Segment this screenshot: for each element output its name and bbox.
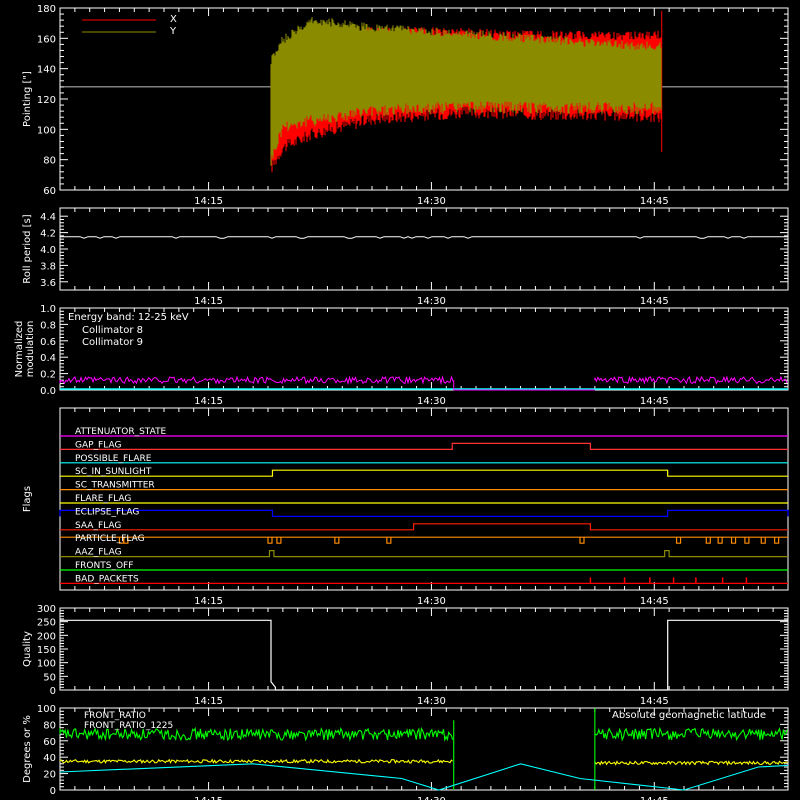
flag-label: BAD_PACKETS xyxy=(75,574,139,584)
y-tick-label: 100 xyxy=(37,704,56,715)
x-tick-label: 14:30 xyxy=(417,696,446,707)
x-tick-label: 14:15 xyxy=(194,696,223,707)
energy-band-label: Energy band: 12-25 keV xyxy=(68,312,189,323)
flag-label: GAP_FLAG xyxy=(75,440,121,450)
quality-line xyxy=(60,619,788,691)
legend-label: Y xyxy=(169,26,177,37)
x-tick-label: 14:45 xyxy=(640,696,669,707)
y-tick-label: 40 xyxy=(43,753,56,764)
flag-label: SAA_FLAG xyxy=(75,521,121,531)
flag-particle_flag-line xyxy=(60,536,788,544)
y-tick-label: 150 xyxy=(37,645,56,656)
legend-label: Absolute geomagnetic latitude xyxy=(612,710,766,721)
y-tick-label: 20 xyxy=(43,770,56,781)
y-tick-label: 120 xyxy=(37,95,56,106)
flag-label: POSSIBLE_FLARE xyxy=(75,454,152,464)
y-axis-label: Roll period [s] xyxy=(22,214,33,283)
flag-label: FLARE_FLAG xyxy=(75,494,131,504)
y-tick-label: 140 xyxy=(37,65,56,76)
ratio-series-2 xyxy=(59,763,789,791)
x-tick-label: 14:45 xyxy=(640,796,669,800)
panel-quality: 14:1514:3014:4515:0015:1515:30Quality050… xyxy=(22,604,789,707)
panel-frame xyxy=(59,407,789,591)
flag-aaz_flag-line xyxy=(60,550,788,558)
legend-label: FRONT_RATIO xyxy=(84,711,146,721)
panel-frame xyxy=(59,707,789,791)
legend-label: FRONT_RATIO_1225 xyxy=(84,721,173,731)
series-Y-trace xyxy=(270,17,662,166)
y-tick-label: 250 xyxy=(37,618,56,629)
y-tick-label: 4.2 xyxy=(40,229,56,240)
flag-gap_flag-line xyxy=(60,442,788,450)
y-axis-label: Degrees or % xyxy=(22,715,33,783)
flag-eclipse_flag-line xyxy=(59,509,789,517)
y-tick-label: 3.6 xyxy=(40,278,56,289)
y-tick-label: 4.4 xyxy=(40,212,56,223)
x-tick-label: 14:15 xyxy=(194,396,223,407)
y-tick-label: 80 xyxy=(43,156,56,167)
y-axis-label: Flags xyxy=(22,486,33,512)
y-tick-label: 0.4 xyxy=(40,353,56,364)
panel-frame xyxy=(59,307,789,391)
flag-label: ECLIPSE_FLAG xyxy=(75,507,139,517)
x-tick-label: 14:15 xyxy=(194,796,223,800)
y-tick-label: 3.8 xyxy=(40,261,56,272)
x-tick-label: 14:30 xyxy=(417,296,446,307)
flag-label: PARTICLE_FLAG xyxy=(75,534,145,544)
y-tick-label: 0 xyxy=(50,686,56,697)
panel-modulation: 14:1514:3014:4515:0015:1515:30Normalized… xyxy=(14,304,789,407)
x-tick-label: 14:15 xyxy=(194,296,223,307)
flag-label: AAZ_FLAG xyxy=(75,548,122,558)
x-tick-label: 14:45 xyxy=(640,396,669,407)
y-tick-label: 180 xyxy=(37,4,56,15)
y-tick-label: 160 xyxy=(37,34,56,45)
y-axis-label: Pointing ["] xyxy=(22,71,33,127)
x-tick-label: 14:15 xyxy=(194,196,223,207)
x-tick-label: 14:45 xyxy=(640,596,669,607)
y-tick-label: 80 xyxy=(43,720,56,731)
y-tick-label: 100 xyxy=(37,125,56,136)
panel-flags: 14:1514:3014:4515:0015:1515:30FlagsATTEN… xyxy=(22,407,789,607)
y-tick-label: 60 xyxy=(43,186,56,197)
flag-label: FRONTS_OFF xyxy=(75,561,133,571)
x-tick-label: 14:30 xyxy=(417,796,446,800)
y-tick-label: 1.0 xyxy=(40,304,56,315)
flag-sc_in_sunlight-line xyxy=(60,469,788,477)
ratio-series-0 xyxy=(59,758,788,766)
legend-label: Collimator 8 xyxy=(82,325,143,336)
y-tick-label: 60 xyxy=(43,737,56,748)
x-tick-label: 14:45 xyxy=(640,296,669,307)
y-tick-label: 0.2 xyxy=(40,370,56,381)
y-axis-label: Normalizedmodulation xyxy=(14,321,36,378)
flag-label: SC_IN_SUNLIGHT xyxy=(75,467,152,477)
flag-saa_flag-line xyxy=(60,523,788,531)
x-tick-label: 14:30 xyxy=(417,596,446,607)
x-tick-label: 14:15 xyxy=(194,596,223,607)
legend-label: Collimator 9 xyxy=(82,337,143,348)
collimator-9-line xyxy=(59,375,788,391)
y-tick-label: 0.0 xyxy=(40,386,56,397)
y-tick-label: 0.8 xyxy=(40,320,56,331)
y-tick-label: 0 xyxy=(50,786,56,797)
y-axis-label: Quality xyxy=(22,631,33,667)
legend-label: X xyxy=(170,14,177,25)
y-tick-label: 50 xyxy=(43,672,56,683)
x-tick-label: 14:30 xyxy=(417,396,446,407)
ratio-series-1 xyxy=(59,708,788,790)
flag-label: ATTENUATOR_STATE xyxy=(75,427,167,437)
x-tick-label: 14:30 xyxy=(417,196,446,207)
x-tick-label: 14:45 xyxy=(640,196,669,207)
roll-period-line xyxy=(60,236,788,239)
y-tick-label: 300 xyxy=(37,604,56,615)
y-tick-label: 0.6 xyxy=(40,337,56,348)
flag-label: SC_TRANSMITTER xyxy=(75,481,155,491)
panel-frame xyxy=(59,207,789,291)
y-tick-label: 200 xyxy=(37,631,56,642)
y-tick-label: 100 xyxy=(37,659,56,670)
y-tick-label: 4.0 xyxy=(40,245,56,256)
